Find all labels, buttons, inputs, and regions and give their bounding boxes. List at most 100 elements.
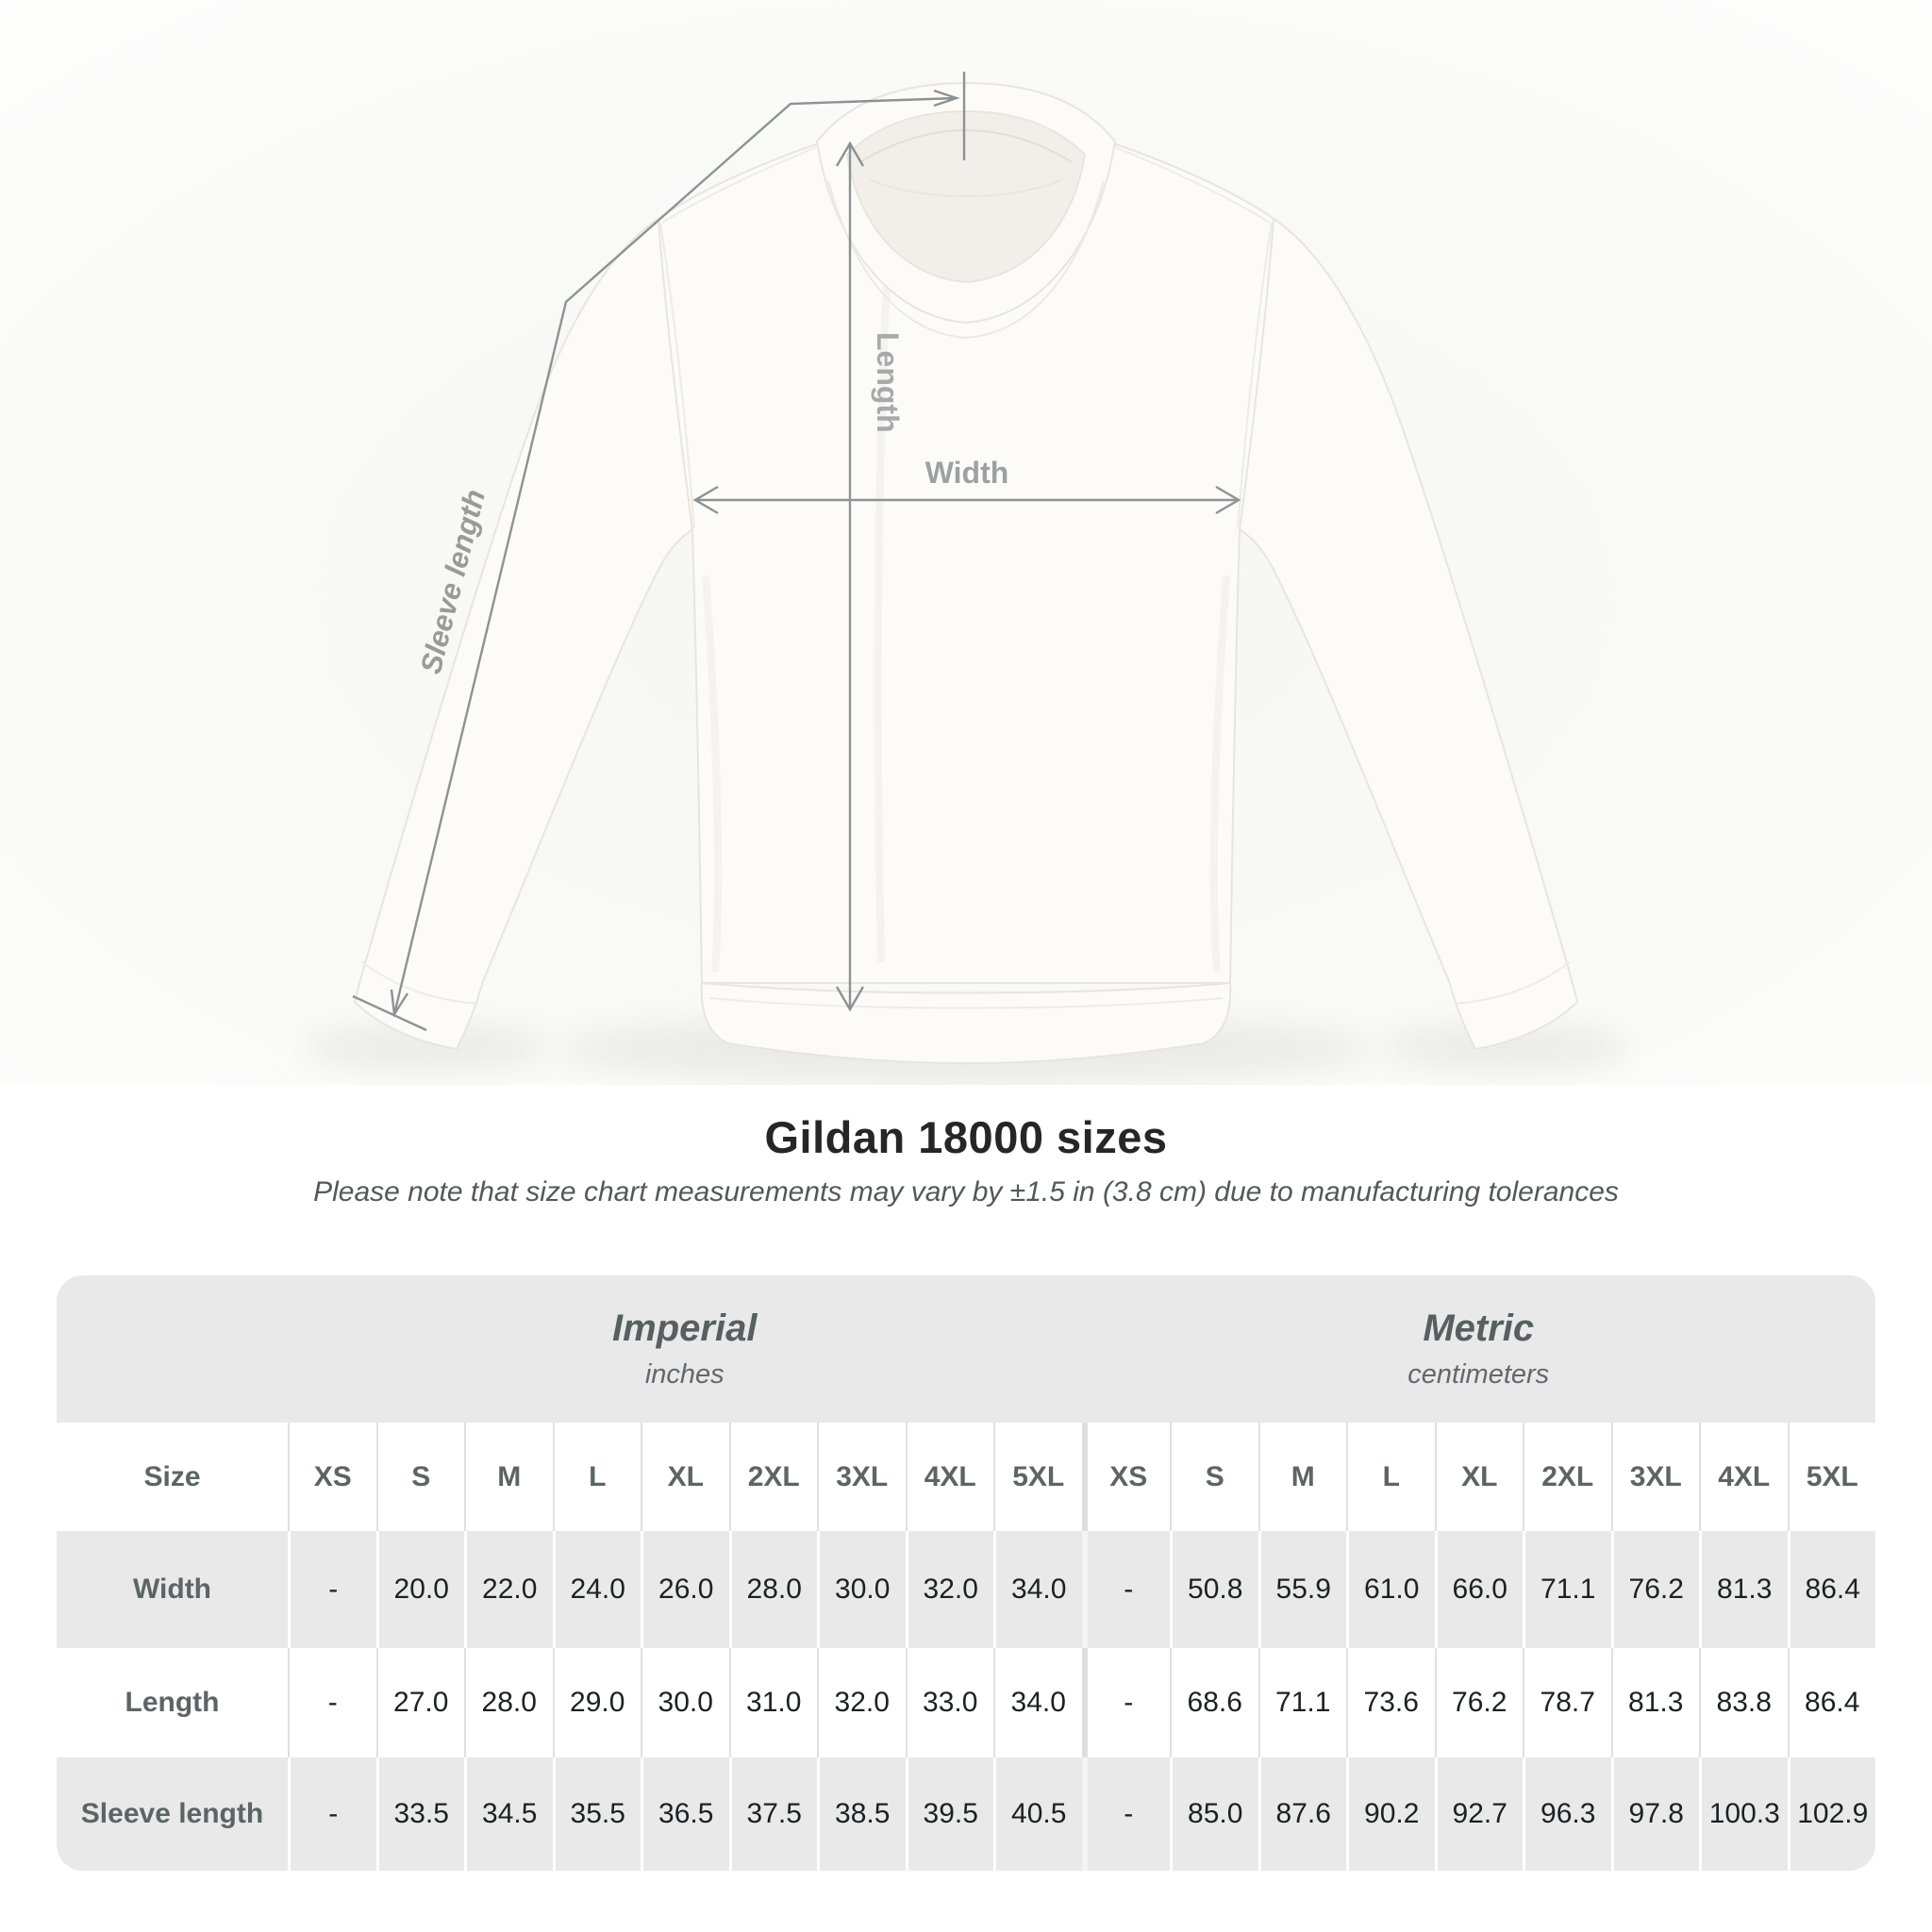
size-column-header: Size bbox=[57, 1423, 288, 1531]
length-value-cell: 32.0 bbox=[817, 1648, 906, 1757]
width-arrow-left bbox=[692, 485, 719, 515]
size-header-cell: 2XL bbox=[728, 1423, 817, 1531]
size-table-grid: Imperial inches Metric centimeters Size X… bbox=[57, 1275, 1875, 1871]
tolerance-note: Please note that size chart measurements… bbox=[313, 1176, 1619, 1208]
length-value-cell: 76.2 bbox=[1434, 1648, 1523, 1757]
sleeve-value-cell: 35.5 bbox=[552, 1757, 641, 1871]
width-label: Width bbox=[925, 456, 1009, 490]
sleeve-value-cell: 97.8 bbox=[1610, 1757, 1699, 1871]
length-value-cell: 73.6 bbox=[1346, 1648, 1435, 1757]
size-header-cell: XL bbox=[1434, 1423, 1523, 1531]
row-label-length: Length bbox=[57, 1648, 288, 1757]
width-value-cell: 24.0 bbox=[552, 1531, 641, 1648]
left-cuff-seam bbox=[361, 961, 478, 1005]
table-corner-cell bbox=[57, 1275, 288, 1423]
width-value-cell: 50.8 bbox=[1170, 1531, 1258, 1648]
length-arrow-top bbox=[835, 141, 865, 167]
size-header-cell: M bbox=[1257, 1423, 1346, 1531]
sleeve-value-cell: 96.3 bbox=[1523, 1757, 1611, 1871]
imperial-section-unit: inches bbox=[644, 1359, 724, 1390]
left-shoulder-seam bbox=[661, 146, 818, 224]
length-arrow-bottom bbox=[835, 986, 865, 1012]
width-value-cell: 55.9 bbox=[1257, 1531, 1346, 1648]
length-dimension: Length bbox=[835, 141, 905, 1012]
sleeve-value-cell: 90.2 bbox=[1346, 1757, 1435, 1871]
sweatshirt-measurement-diagram: Length Width Sleeve length bbox=[0, 0, 1932, 1085]
width-value-cell: 61.0 bbox=[1346, 1531, 1435, 1648]
length-value-cell: 30.0 bbox=[641, 1648, 729, 1757]
length-value-cell: 68.6 bbox=[1170, 1648, 1258, 1757]
page-title: Gildan 18000 sizes bbox=[764, 1112, 1168, 1162]
sleeve-value-cell: 36.5 bbox=[641, 1757, 729, 1871]
sleeve-value-cell: 37.5 bbox=[728, 1757, 817, 1871]
right-shoulder-seam bbox=[1114, 146, 1271, 224]
length-value-cell: 29.0 bbox=[552, 1648, 641, 1757]
size-header-cell: 5XL bbox=[1787, 1423, 1875, 1531]
size-header-cell: L bbox=[552, 1423, 641, 1531]
sweatshirt-illustration bbox=[353, 81, 1579, 1064]
width-value-cell: 20.0 bbox=[375, 1531, 464, 1648]
width-value-cell: 71.1 bbox=[1523, 1531, 1611, 1648]
row-label-width: Width bbox=[57, 1531, 288, 1648]
size-header-cell: 3XL bbox=[817, 1423, 906, 1531]
width-value-cell: 30.0 bbox=[817, 1531, 906, 1648]
body-shading bbox=[702, 282, 1230, 973]
sleeve-value-cell: 85.0 bbox=[1170, 1757, 1258, 1871]
size-header-cell: 2XL bbox=[1523, 1423, 1611, 1531]
width-arrow-right bbox=[1215, 485, 1241, 515]
right-cuff-seam bbox=[1454, 961, 1571, 1005]
sleeve-leader-line bbox=[392, 96, 958, 1015]
length-value-cell: 78.7 bbox=[1523, 1648, 1611, 1757]
length-value-cell: 33.0 bbox=[905, 1648, 993, 1757]
width-value-cell: 26.0 bbox=[641, 1531, 729, 1648]
metric-section-title: Metric bbox=[1423, 1307, 1535, 1349]
width-value-cell: 81.3 bbox=[1699, 1531, 1788, 1648]
sleeve-value-cell: 34.5 bbox=[464, 1757, 553, 1871]
width-dimension: Width bbox=[692, 456, 1241, 515]
length-label: Length bbox=[871, 332, 905, 433]
width-value-cell: 66.0 bbox=[1434, 1531, 1523, 1648]
length-value-cell: 81.3 bbox=[1610, 1648, 1699, 1757]
hem-band bbox=[700, 981, 1232, 1064]
sleeve-value-cell: 92.7 bbox=[1434, 1757, 1523, 1871]
right-armhole-seam bbox=[1237, 222, 1273, 529]
width-value-cell: - bbox=[288, 1531, 376, 1648]
size-header-cell: XS bbox=[1081, 1423, 1170, 1531]
hem-stitch bbox=[708, 997, 1224, 1009]
size-header-cell: S bbox=[1170, 1423, 1258, 1531]
cuff-tick bbox=[352, 994, 427, 1032]
row-label-sleeve: Sleeve length bbox=[57, 1757, 288, 1871]
length-value-cell: 34.0 bbox=[993, 1648, 1082, 1757]
size-header-cell: S bbox=[375, 1423, 464, 1531]
size-header-cell: 4XL bbox=[905, 1423, 993, 1531]
length-value-cell: 86.4 bbox=[1787, 1648, 1875, 1757]
length-value-cell: 28.0 bbox=[464, 1648, 553, 1757]
metric-section-unit: centimeters bbox=[1407, 1359, 1550, 1390]
sleeve-value-cell: 102.9 bbox=[1787, 1757, 1875, 1871]
length-value-cell: 27.0 bbox=[375, 1648, 464, 1757]
length-value-cell: 71.1 bbox=[1257, 1648, 1346, 1757]
width-value-cell: 86.4 bbox=[1787, 1531, 1875, 1648]
collar-back-panel-line bbox=[869, 178, 1063, 197]
imperial-section-title: Imperial bbox=[612, 1307, 758, 1349]
sleeve-value-cell: - bbox=[1081, 1757, 1170, 1871]
title-block: Gildan 18000 sizes Please note that size… bbox=[0, 1111, 1932, 1208]
width-value-cell: 32.0 bbox=[905, 1531, 993, 1648]
width-value-cell: 34.0 bbox=[993, 1531, 1082, 1648]
length-value-cell: - bbox=[288, 1648, 376, 1757]
collar-inner-back bbox=[859, 128, 1073, 163]
sleeve-value-cell: 38.5 bbox=[817, 1757, 906, 1871]
sleeve-value-cell: 40.5 bbox=[993, 1757, 1082, 1871]
sleeve-value-cell: 100.3 bbox=[1699, 1757, 1788, 1871]
collar-stitch bbox=[827, 180, 1105, 340]
size-header-cell: 3XL bbox=[1610, 1423, 1699, 1531]
sleeve-value-cell: 33.5 bbox=[375, 1757, 464, 1871]
imperial-section-header: Imperial inches bbox=[288, 1275, 1082, 1423]
size-header-cell: 4XL bbox=[1699, 1423, 1788, 1531]
sleeve-value-cell: 87.6 bbox=[1257, 1757, 1346, 1871]
metric-section-header: Metric centimeters bbox=[1081, 1275, 1875, 1423]
width-value-cell: 22.0 bbox=[464, 1531, 553, 1648]
length-value-cell: - bbox=[1081, 1648, 1170, 1757]
size-header-cell: XL bbox=[641, 1423, 729, 1531]
size-header-cell: XS bbox=[288, 1423, 376, 1531]
